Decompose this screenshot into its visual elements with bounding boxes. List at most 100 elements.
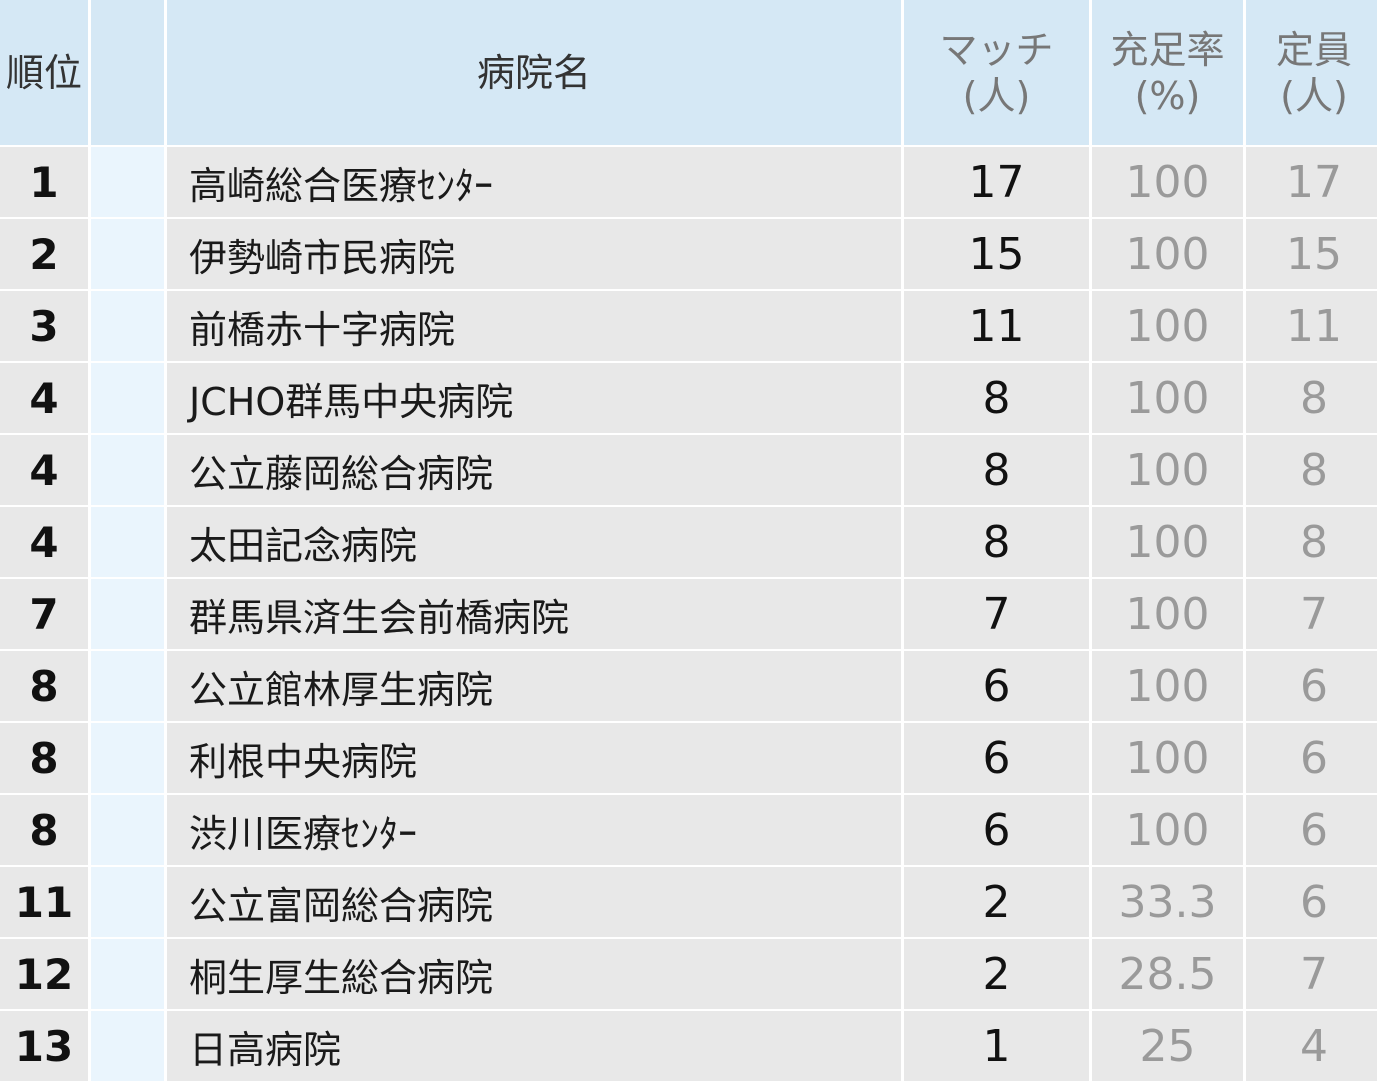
- header-rank-label: 順位: [5, 50, 82, 95]
- triangle-right-icon: [106, 450, 150, 490]
- trend-cell: [91, 1011, 164, 1081]
- rank-cell: 7: [0, 579, 88, 649]
- match-cell: 2: [904, 939, 1089, 1009]
- hospital-name-cell: 利根中央病院: [167, 723, 901, 793]
- header-rate: 充足率 (%): [1092, 0, 1243, 145]
- triangle-right-icon: [106, 306, 150, 346]
- rank-cell: 8: [0, 651, 88, 721]
- header-match-label: マッチ: [939, 27, 1054, 72]
- rate-cell: 100: [1092, 291, 1243, 361]
- capacity-cell: 7: [1246, 939, 1377, 1009]
- match-cell: 2: [904, 867, 1089, 937]
- trend-cell: [91, 867, 164, 937]
- match-cell: 6: [904, 651, 1089, 721]
- capacity-cell: 8: [1246, 363, 1377, 433]
- rate-cell: 100: [1092, 579, 1243, 649]
- capacity-cell: 7: [1246, 579, 1377, 649]
- triangle-up-icon: [106, 882, 150, 922]
- capacity-cell: 8: [1246, 507, 1377, 577]
- hospital-name-cell: JCHO群馬中央病院: [167, 363, 901, 433]
- trend-cell: [91, 219, 164, 289]
- rank-cell: 12: [0, 939, 88, 1009]
- triangle-right-icon: [106, 378, 150, 418]
- rate-cell: 100: [1092, 795, 1243, 865]
- rank-cell: 8: [0, 723, 88, 793]
- capacity-cell: 15: [1246, 219, 1377, 289]
- hospital-name-cell: 群馬県済生会前橋病院: [167, 579, 901, 649]
- rank-cell: 4: [0, 507, 88, 577]
- rank-cell: 4: [0, 435, 88, 505]
- match-cell: 6: [904, 795, 1089, 865]
- triangle-down-icon: [106, 1026, 150, 1066]
- triangle-right-icon: [106, 234, 150, 274]
- match-cell: 1: [904, 1011, 1089, 1081]
- trend-cell: [91, 291, 164, 361]
- trend-cell: [91, 363, 164, 433]
- match-cell: 8: [904, 363, 1089, 433]
- trend-cell: [91, 435, 164, 505]
- match-cell: 11: [904, 291, 1089, 361]
- capacity-cell: 6: [1246, 723, 1377, 793]
- capacity-cell: 11: [1246, 291, 1377, 361]
- header-match-unit: (人): [962, 73, 1031, 118]
- header-capacity: 定員 (人): [1246, 0, 1377, 145]
- capacity-cell: 6: [1246, 795, 1377, 865]
- rate-cell: 100: [1092, 723, 1243, 793]
- triangle-right-icon: [106, 522, 150, 562]
- rate-cell: 100: [1092, 219, 1243, 289]
- match-cell: 8: [904, 435, 1089, 505]
- triangle-up-icon: [106, 738, 150, 778]
- match-cell: 8: [904, 507, 1089, 577]
- trend-cell: [91, 651, 164, 721]
- header-capacity-label: 定員: [1275, 27, 1352, 72]
- rate-cell: 100: [1092, 363, 1243, 433]
- triangle-down-icon: [106, 954, 150, 994]
- hospital-name-cell: 前橋赤十字病院: [167, 291, 901, 361]
- rate-cell: 100: [1092, 147, 1243, 217]
- header-capacity-unit: (人): [1280, 73, 1348, 118]
- triangle-down-icon: [106, 594, 150, 634]
- rank-cell: 11: [0, 867, 88, 937]
- rate-cell: 100: [1092, 435, 1243, 505]
- header-name: 病院名: [167, 0, 901, 145]
- match-cell: 15: [904, 219, 1089, 289]
- hospital-name-cell: 太田記念病院: [167, 507, 901, 577]
- rank-cell: 4: [0, 363, 88, 433]
- match-cell: 17: [904, 147, 1089, 217]
- rank-cell: 2: [0, 219, 88, 289]
- rank-cell: 3: [0, 291, 88, 361]
- match-cell: 7: [904, 579, 1089, 649]
- trend-cell: [91, 507, 164, 577]
- rate-cell: 33.3: [1092, 867, 1243, 937]
- rate-cell: 25: [1092, 1011, 1243, 1081]
- rank-cell: 8: [0, 795, 88, 865]
- capacity-cell: 8: [1246, 435, 1377, 505]
- hospital-name-cell: 渋川医療ｾﾝﾀｰ: [167, 795, 901, 865]
- triangle-up-icon: [106, 810, 150, 850]
- trend-cell: [91, 795, 164, 865]
- capacity-cell: 4: [1246, 1011, 1377, 1081]
- header-rate-unit: (%): [1134, 73, 1201, 118]
- hospital-name-cell: 伊勢崎市民病院: [167, 219, 901, 289]
- header-rank: 順位: [0, 0, 88, 145]
- rank-cell: 1: [0, 147, 88, 217]
- rate-cell: 100: [1092, 651, 1243, 721]
- trend-cell: [91, 147, 164, 217]
- rate-cell: 28.5: [1092, 939, 1243, 1009]
- triangle-right-icon: [106, 162, 150, 202]
- header-rate-label: 充足率: [1110, 27, 1225, 72]
- trend-cell: [91, 723, 164, 793]
- header-trend: [91, 0, 164, 145]
- capacity-cell: 6: [1246, 867, 1377, 937]
- match-cell: 6: [904, 723, 1089, 793]
- rate-cell: 100: [1092, 507, 1243, 577]
- hospital-name-cell: 公立館林厚生病院: [167, 651, 901, 721]
- hospital-name-cell: 日高病院: [167, 1011, 901, 1081]
- hospital-name-cell: 高崎総合医療ｾﾝﾀｰ: [167, 147, 901, 217]
- capacity-cell: 17: [1246, 147, 1377, 217]
- hospital-name-cell: 桐生厚生総合病院: [167, 939, 901, 1009]
- trend-cell: [91, 939, 164, 1009]
- trend-cell: [91, 579, 164, 649]
- triangle-right-icon: [106, 666, 150, 706]
